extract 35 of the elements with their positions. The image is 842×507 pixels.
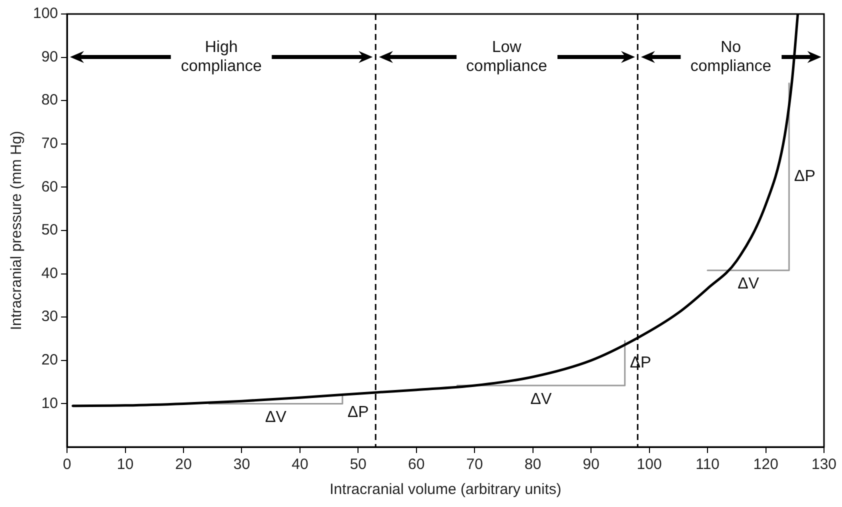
annotation: High compliance [180, 39, 262, 76]
x-tick-label: 90 [582, 456, 600, 474]
y-axis-title: Intracranial pressure (mm Hg) [8, 130, 26, 330]
annotation: ΔP [794, 168, 816, 186]
x-tick-label: 20 [175, 456, 192, 474]
y-tick-label: 70 [41, 135, 58, 152]
x-tick-label: 120 [753, 456, 778, 474]
annotation: ΔV [738, 276, 760, 293]
x-tick-label: 130 [811, 456, 837, 474]
y-tick-label: 100 [32, 5, 58, 22]
annotation: Low compliance [466, 39, 548, 76]
annotation: ΔP [630, 354, 652, 372]
y-tick-label: 40 [41, 264, 58, 282]
x-tick-label: 50 [350, 456, 367, 474]
y-tick-label: 90 [41, 48, 58, 66]
x-tick-label: 40 [292, 456, 308, 474]
y-tick-label: 20 [41, 352, 58, 369]
x-tick-label: 70 [466, 456, 483, 474]
x-tick-label: 0 [62, 456, 72, 474]
x-axis-title: Intracranial volume (arbitrary units) [330, 481, 562, 498]
y-tick-label: 60 [41, 178, 58, 196]
annotation: ΔV [265, 409, 287, 426]
y-tick-label: 10 [41, 394, 58, 412]
x-tick-label: 80 [524, 456, 542, 474]
x-tick-label: 60 [408, 456, 425, 474]
y-tick-label: 50 [41, 222, 58, 239]
x-tick-label: 10 [116, 456, 134, 474]
x-tick-label: 100 [636, 456, 662, 474]
x-tick-label: 30 [233, 456, 250, 474]
y-tick-label: 30 [41, 308, 58, 326]
y-tick-label: 80 [41, 92, 58, 109]
x-tick-label: 110 [696, 456, 720, 474]
annotation: ΔV [530, 390, 552, 408]
annotation: ΔP [347, 404, 369, 422]
annotation: No compliance [690, 39, 772, 76]
